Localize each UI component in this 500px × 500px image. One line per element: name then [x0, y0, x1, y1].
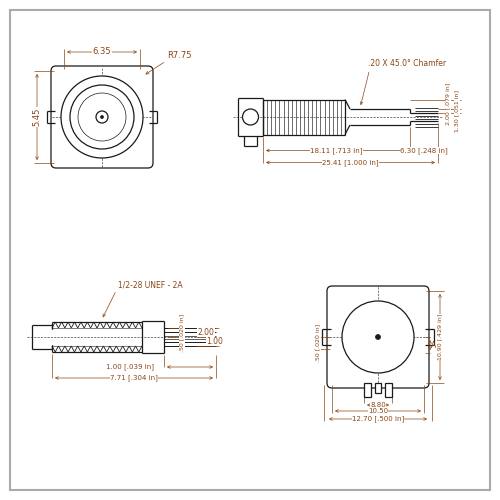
Text: 1.00 [.039 in]: 1.00 [.039 in]	[106, 364, 154, 370]
Text: 12.70 [.500 in]: 12.70 [.500 in]	[352, 416, 404, 422]
Text: A: A	[431, 340, 436, 349]
Text: 2.00 [.079 in]: 2.00 [.079 in]	[446, 83, 450, 126]
Circle shape	[376, 334, 380, 340]
Bar	[364, 383, 371, 397]
Text: 1.00: 1.00	[206, 337, 224, 346]
Text: R7.75: R7.75	[167, 51, 192, 60]
Text: 10.90 [.429 in]: 10.90 [.429 in]	[438, 314, 442, 360]
Circle shape	[96, 111, 108, 123]
Text: 6.30 [.248 in]: 6.30 [.248 in]	[400, 147, 448, 154]
Text: 1.30 [.051 in]: 1.30 [.051 in]	[454, 90, 460, 132]
Text: 10.50: 10.50	[368, 408, 388, 414]
FancyBboxPatch shape	[51, 66, 153, 168]
Circle shape	[100, 116, 103, 118]
Text: 2.00: 2.00	[198, 328, 214, 337]
Circle shape	[61, 76, 143, 158]
Bar	[385, 383, 392, 397]
Text: 5.45: 5.45	[32, 108, 42, 126]
Text: 8.80: 8.80	[370, 402, 386, 408]
Circle shape	[78, 93, 126, 141]
FancyBboxPatch shape	[327, 286, 429, 388]
Circle shape	[242, 109, 258, 125]
Text: .20 X 45.0° Chamfer: .20 X 45.0° Chamfer	[368, 60, 446, 68]
Text: .50 [.020 in]: .50 [.020 in]	[316, 324, 320, 362]
Circle shape	[70, 85, 134, 149]
Text: 25.41 [1.000 in]: 25.41 [1.000 in]	[322, 159, 379, 166]
Text: 7.71 [.304 in]: 7.71 [.304 in]	[110, 374, 158, 382]
Circle shape	[342, 301, 414, 373]
Text: 18.11 [.713 in]: 18.11 [.713 in]	[310, 147, 363, 154]
Bar	[375, 383, 381, 393]
Text: 1/2-28 UNEF - 2A: 1/2-28 UNEF - 2A	[118, 280, 182, 289]
Text: .50 [.020 in]: .50 [.020 in]	[180, 314, 184, 352]
Text: 6.35: 6.35	[92, 48, 112, 56]
